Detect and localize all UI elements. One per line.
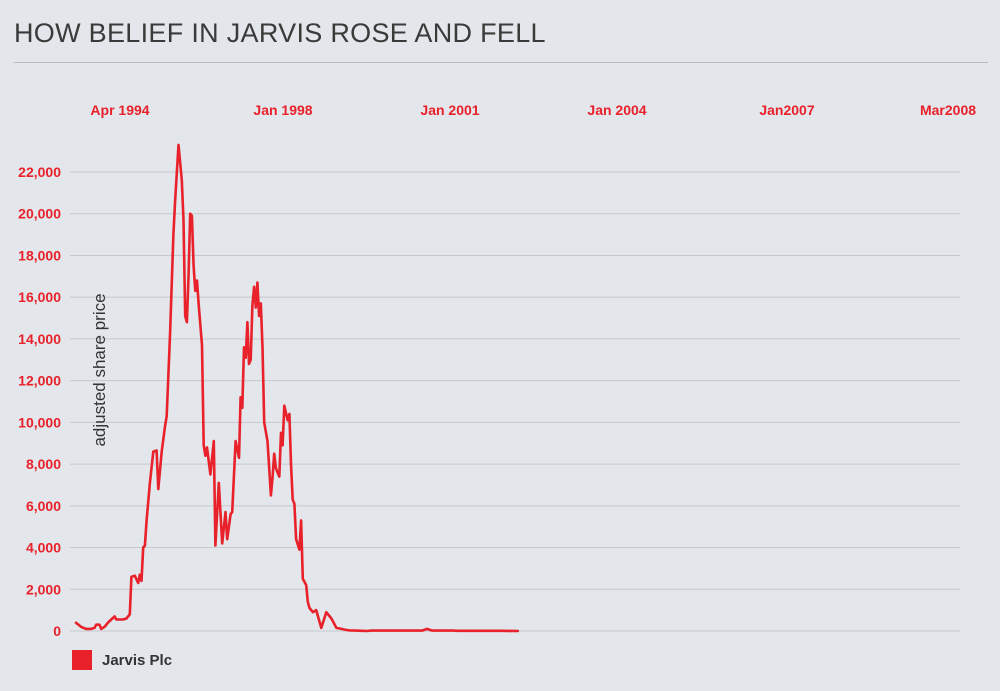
x-tick-label: Jan2007 bbox=[759, 102, 814, 118]
x-tick-label: Mar2008 bbox=[920, 102, 976, 118]
y-axis-label: adjusted share price bbox=[90, 293, 109, 446]
legend-label: Jarvis Plc bbox=[102, 651, 173, 669]
series-layer bbox=[74, 143, 520, 633]
y-tick-label: 16,000 bbox=[18, 289, 61, 305]
chart-title: HOW BELIEF IN JARVIS ROSE AND FELL bbox=[14, 18, 546, 48]
title-divider bbox=[14, 62, 988, 63]
y-tick-label: 22,000 bbox=[18, 164, 61, 180]
x-tick-label: Jan 2001 bbox=[420, 102, 479, 118]
y-tick-label: 6,000 bbox=[26, 498, 61, 514]
gridlines bbox=[70, 171, 960, 632]
y-tick-label: 8,000 bbox=[26, 456, 61, 472]
y-tick-label: 14,000 bbox=[18, 331, 61, 347]
y-tick-label: 20,000 bbox=[18, 206, 61, 222]
y-tick-label: 2,000 bbox=[26, 581, 61, 597]
y-tick-label: 18,000 bbox=[18, 247, 61, 263]
x-axis-ticks: Apr 1994 Jan 1998 Jan 2001 Jan 2004 Jan2007 M… bbox=[90, 102, 976, 118]
x-tick-label: Apr 1994 bbox=[90, 102, 149, 118]
series-line-jarvis-plc bbox=[74, 143, 520, 633]
y-tick-label: 12,000 bbox=[18, 373, 61, 389]
y-tick-label: 4,000 bbox=[26, 540, 61, 556]
x-tick-label: Jan 1998 bbox=[253, 102, 312, 118]
y-tick-label: 0 bbox=[53, 623, 61, 639]
legend: Jarvis Plc bbox=[72, 650, 172, 670]
y-axis-ticks: 0 2,000 4,000 6,000 8,000 10,000 12,000 14,000 1… bbox=[18, 164, 61, 639]
legend-swatch bbox=[72, 650, 92, 670]
x-tick-label: Jan 2004 bbox=[587, 102, 646, 118]
y-tick-label: 10,000 bbox=[18, 414, 61, 430]
